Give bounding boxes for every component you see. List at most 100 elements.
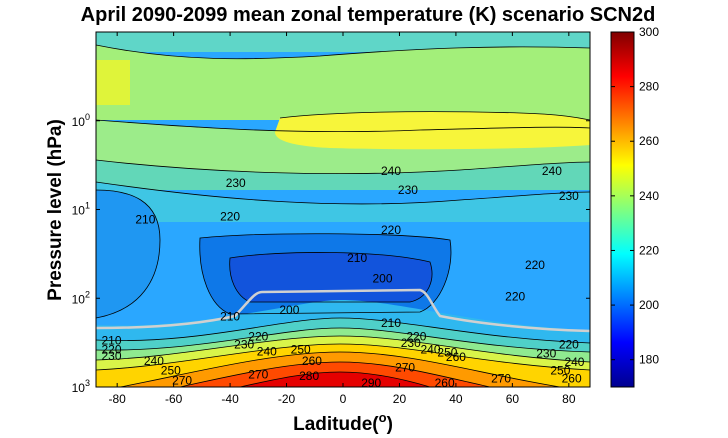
contour-label: 270 [248,367,268,381]
contour-label: 240 [564,355,584,369]
contour-label: 270 [491,371,511,385]
contour-label: 240 [381,164,401,178]
contour-label: 240 [257,345,277,359]
contour-label: 220 [102,343,122,357]
contour-label: 240 [420,343,440,357]
colorbar-tick-label: 200 [639,298,659,312]
x-axis-label-end: ) [387,414,393,435]
x-tick-label: 0 [340,392,347,406]
contour-label: 270 [395,360,415,374]
tropopause-line [96,288,590,333]
contour-label: 250 [437,346,457,360]
contour-label: 220 [220,210,240,224]
contour-label: 230 [536,347,556,361]
contour-line [96,317,590,344]
chart-title: April 2090-2099 mean zonal temperature (… [81,4,656,26]
contour-line [279,111,590,121]
contour-label: 200 [373,272,393,286]
y-axis-label: Pressure level (hPa) [45,119,66,301]
contour-label: 210 [347,251,367,265]
y-tick-label: 100 [72,112,90,129]
contour-label: 260 [446,350,466,364]
band-220 [96,182,590,222]
contour-label: 210 [135,213,155,227]
contour-label: 270 [172,374,192,388]
contour-label: 210 [381,316,401,330]
x-axis-label: Laditude(o) [293,410,393,435]
contour-label: 260 [435,376,455,390]
contour-label: 220 [248,330,268,344]
x-tick-label: 40 [449,392,463,406]
y-axis: 100 101 102 103 [72,112,590,395]
colorbar-gradient [610,31,635,388]
colorbar-ticks: 180 200 220 240 260 280 300 [611,25,659,367]
band-230 [96,160,590,190]
x-axis: -80 -60 -40 -20 0 20 40 60 80 [108,32,576,406]
band-warm-core [275,111,590,150]
contour-line [199,233,452,315]
contour-label: 260 [302,354,322,368]
contour-line [96,44,590,60]
colorbar-tick-label: 280 [639,80,659,94]
contour-lines [96,44,590,387]
contour-label: 220 [559,337,579,351]
x-axis-label-sup: o [379,410,387,425]
contour-label: 260 [562,371,582,385]
contour-label: 240 [542,164,562,178]
colorbar-tick-label: 260 [639,134,659,148]
contour-fill [96,32,590,387]
x-tick-label: 60 [506,392,520,406]
band-upper-c [96,60,130,105]
y-tick-label: 101 [72,201,90,218]
contour-line [96,189,161,319]
contour-label: 250 [550,363,570,377]
contour-label: 280 [299,369,319,383]
contour-label: 250 [161,363,181,377]
contour-label: 230 [559,189,579,203]
x-tick-label: -60 [165,392,183,406]
contour-label: 230 [398,183,418,197]
colorbar-tick-label: 300 [639,25,659,39]
contour-label: 290 [361,376,381,390]
contour-label: 210 [220,309,240,323]
x-tick-label: -20 [278,392,296,406]
contour-label: 230 [401,336,421,350]
contour-label: 240 [144,354,164,368]
band-210-left [96,190,160,318]
x-tick-label: -80 [108,392,126,406]
contour-line [229,252,433,303]
contour-line [96,119,590,133]
contour-label: 220 [406,330,426,344]
x-axis-label-main: Laditude( [293,414,379,435]
contour-label: 220 [525,258,545,272]
contour-line [96,327,590,353]
contour-label: 220 [381,223,401,237]
contour-line [119,351,561,387]
colorbar: 180 200 220 240 260 280 300 [610,25,659,388]
contour-line [239,371,431,387]
contour-label: 230 [102,349,122,363]
y-tick-label: 102 [72,289,90,306]
contour-label: 230 [234,337,254,351]
contour-label: 250 [291,343,311,357]
x-tick-label: 20 [393,392,407,406]
band-200 [229,252,432,302]
y-tick-label: 103 [72,378,90,395]
contour-label: 200 [279,303,299,317]
contour-line [96,181,590,205]
band-upper-a [96,32,590,52]
contour-label: 210 [102,334,122,348]
contour-label: 220 [505,289,525,303]
colorbar-tick-label: 180 [639,353,659,367]
contour-line [96,159,590,175]
contour-label: 230 [226,176,246,190]
x-tick-label: 80 [562,392,576,406]
colorbar-tick-label: 240 [639,189,659,203]
contour-line [96,343,590,371]
contour-line [179,361,491,387]
x-tick-label: -40 [221,392,239,406]
contour-line [96,335,590,363]
